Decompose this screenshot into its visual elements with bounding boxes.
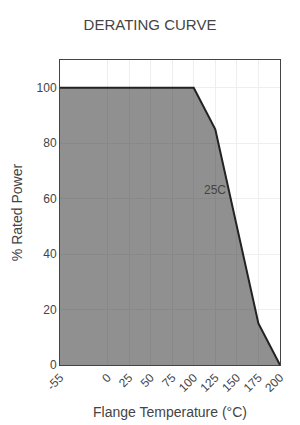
svg-text:-55: -55: [44, 371, 66, 393]
svg-text:DERATING CURVE: DERATING CURVE: [84, 16, 217, 33]
svg-text:100: 100: [176, 371, 200, 395]
svg-text:25: 25: [116, 371, 136, 391]
svg-text:20: 20: [43, 303, 57, 317]
svg-text:80: 80: [43, 136, 57, 150]
svg-text:0: 0: [99, 371, 114, 386]
svg-text:175: 175: [241, 371, 265, 395]
svg-text:% Rated Power: % Rated Power: [9, 164, 25, 262]
svg-text:100: 100: [37, 81, 57, 95]
svg-text:Flange Temperature (°C): Flange Temperature (°C): [93, 404, 247, 420]
svg-text:40: 40: [43, 247, 57, 261]
svg-text:150: 150: [219, 371, 243, 395]
svg-text:50: 50: [138, 371, 158, 391]
svg-text:200: 200: [262, 371, 286, 395]
svg-text:0: 0: [50, 358, 57, 372]
svg-text:125: 125: [198, 371, 222, 395]
svg-text:60: 60: [43, 192, 57, 206]
svg-text:25C: 25C: [204, 183, 226, 197]
svg-text:75: 75: [159, 371, 179, 391]
